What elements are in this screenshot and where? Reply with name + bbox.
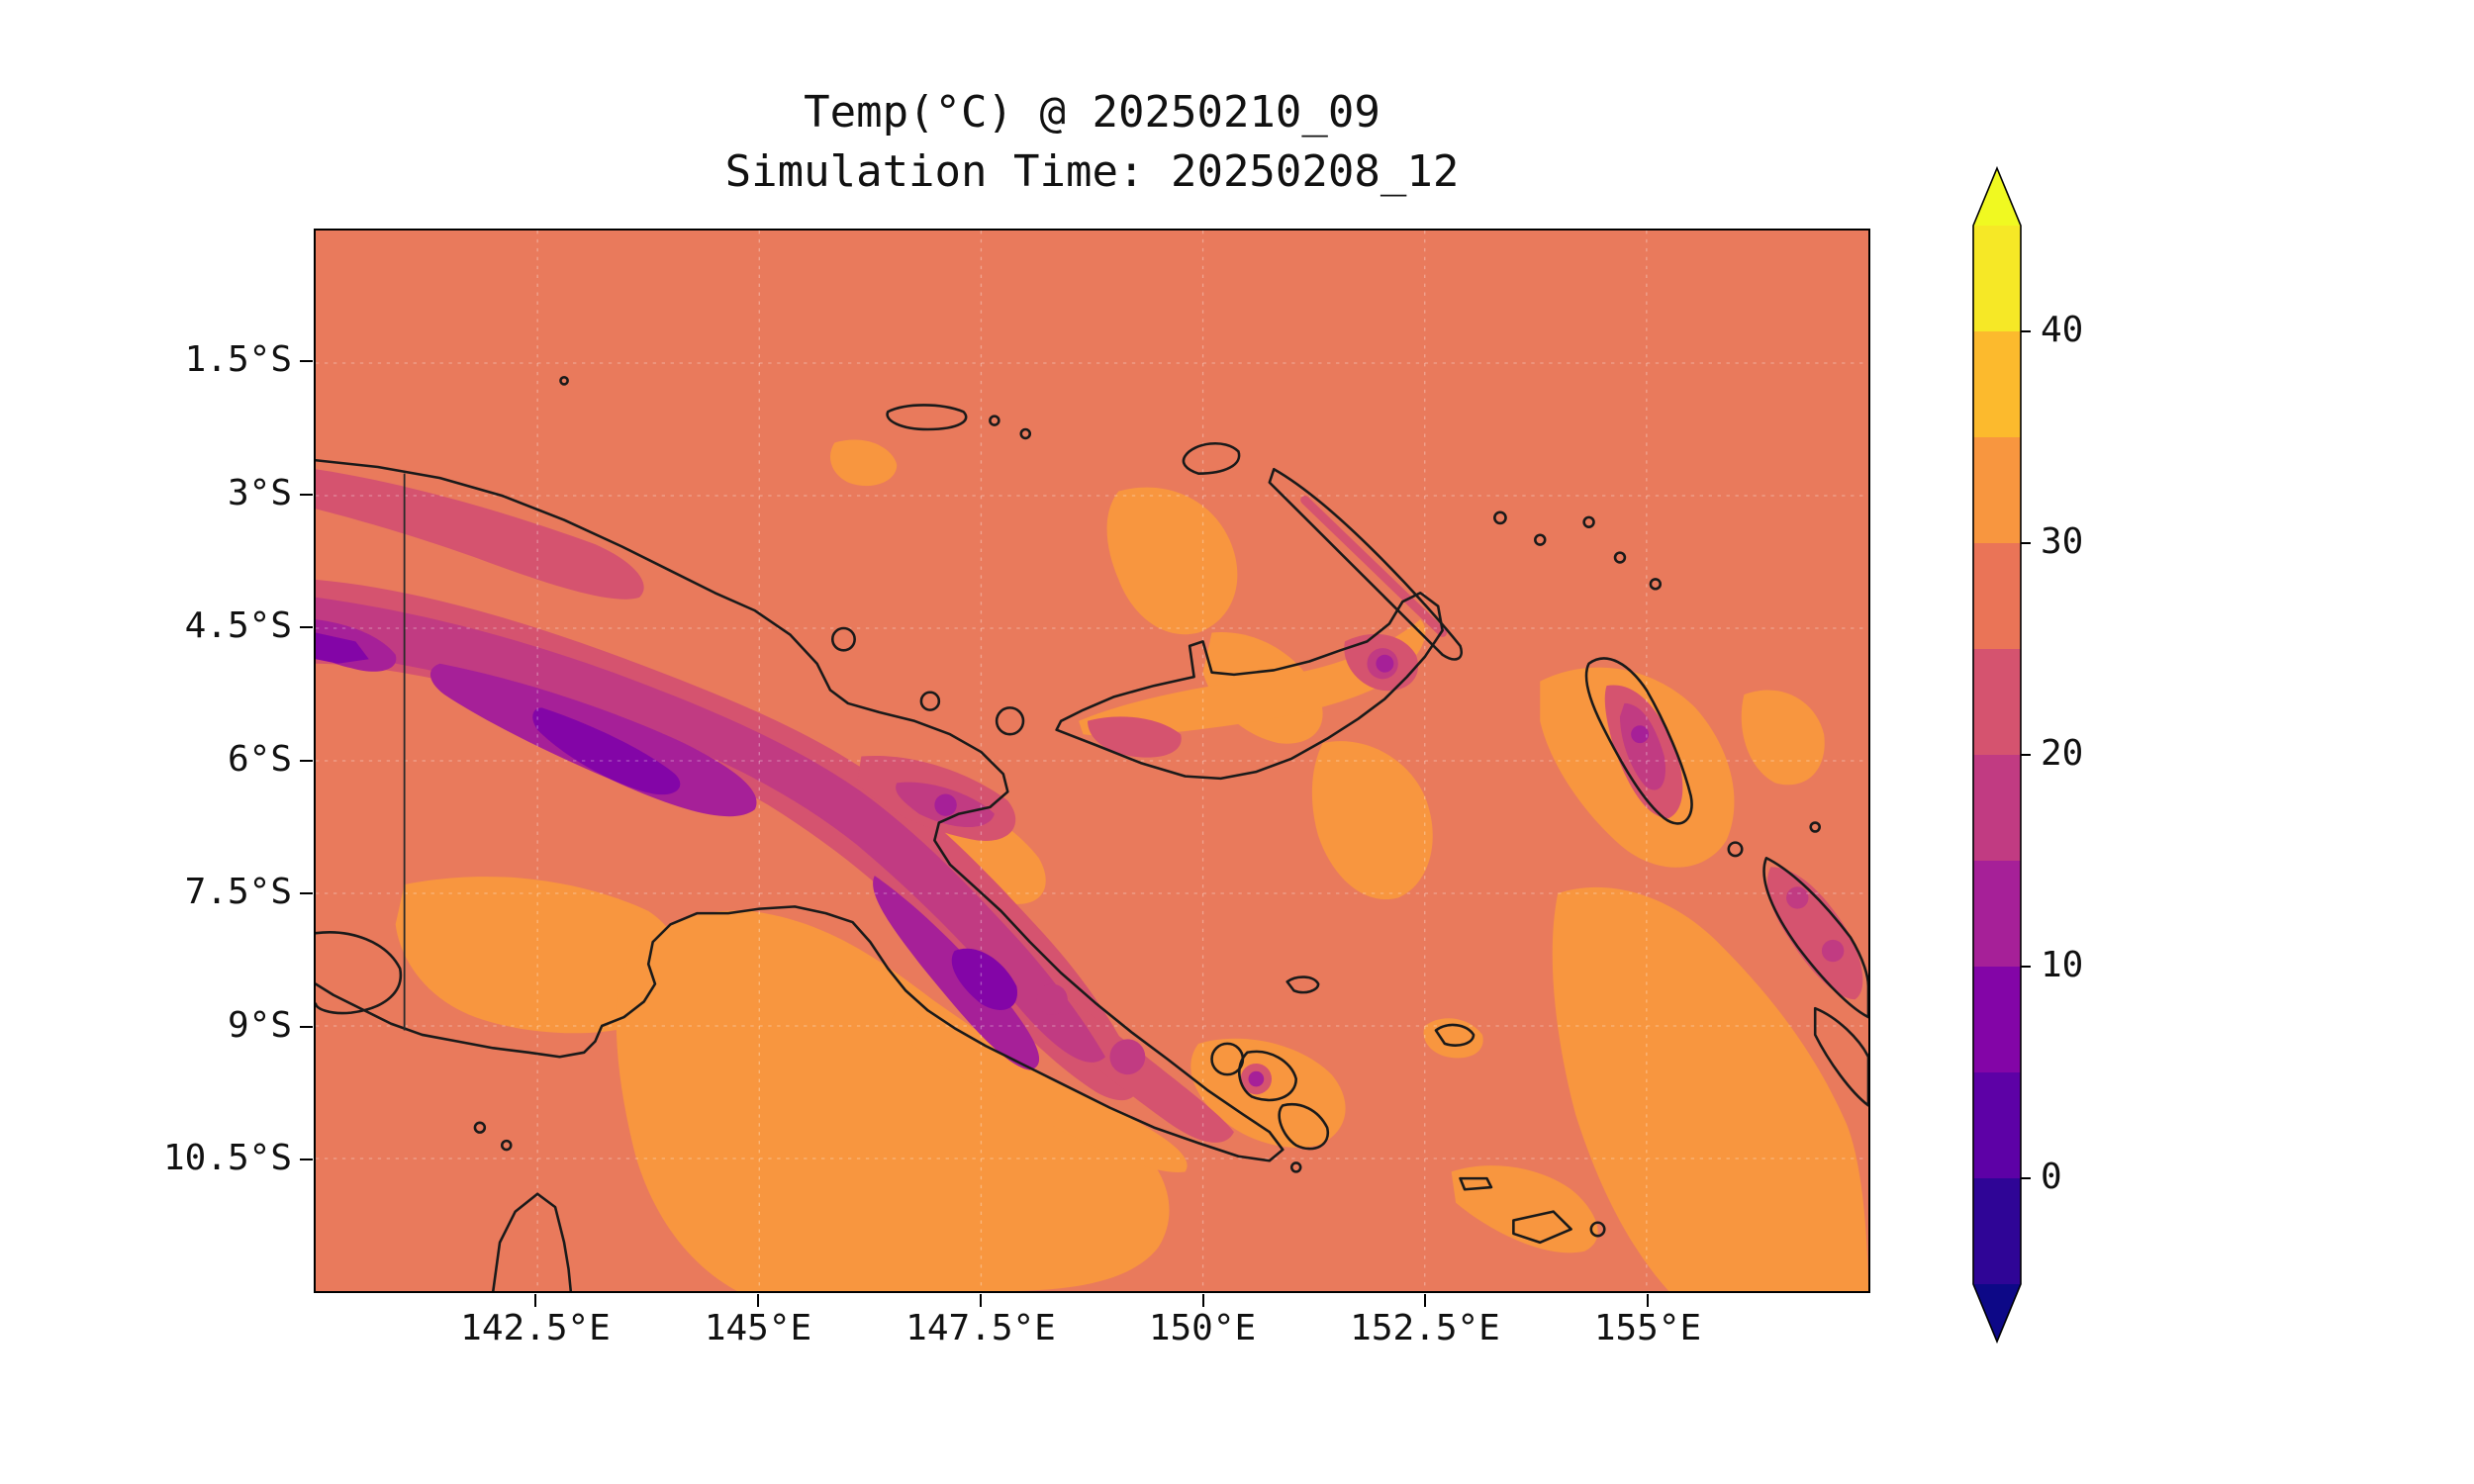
small-island <box>1289 1161 1302 1173</box>
y-axis-tick <box>300 494 313 496</box>
title-line-1: Temp(°C) @ 20250210_09 <box>804 87 1380 138</box>
x-axis-tick <box>980 1294 982 1307</box>
coastline-umboi-island <box>995 706 1025 736</box>
colorbar-extend-under <box>1973 1284 2021 1342</box>
coastline-dolak-island <box>316 931 403 1015</box>
colorbar-extend-over <box>1973 168 2021 226</box>
coastline-layer <box>316 376 1868 1291</box>
colorbar-band-10-15 <box>1973 861 2021 967</box>
y-axis-tick <box>300 1026 313 1028</box>
colorbar-band-25-30 <box>1973 543 2021 649</box>
coastline-new-guinea <box>316 458 1285 1162</box>
x-tick-label: 152.5°E <box>1350 1308 1500 1348</box>
coastline-long-island <box>919 691 941 711</box>
x-tick-label: 142.5°E <box>460 1308 611 1348</box>
x-axis-tick <box>1647 1294 1649 1307</box>
y-tick-label: 1.5°S <box>184 339 292 380</box>
torres-strait-island <box>473 1121 487 1134</box>
colorbar-band-0-5 <box>1973 1072 2021 1178</box>
coastline-new-hanover <box>1182 441 1241 475</box>
colorbar-band-neg5-0 <box>1973 1178 2021 1284</box>
lihir-island <box>1493 510 1507 525</box>
small-island <box>1019 427 1032 440</box>
tabar-island <box>1534 533 1547 546</box>
y-axis-tick <box>300 360 313 362</box>
coastline-manus <box>886 404 968 431</box>
x-axis-tick <box>1202 1294 1204 1307</box>
temperature-colorbar <box>1972 165 2031 1345</box>
x-tick-label: 145°E <box>704 1308 812 1348</box>
y-tick-label: 3°S <box>227 473 292 513</box>
y-tick-label: 6°S <box>227 739 292 780</box>
x-axis-tick <box>757 1294 759 1307</box>
colorbar-tick-label: 0 <box>2041 1157 2062 1197</box>
coastline-woodlark-island <box>1434 1023 1475 1047</box>
coastline-karkar-island <box>830 626 856 652</box>
small-island <box>1809 821 1821 833</box>
small-island <box>989 415 1000 426</box>
x-tick-label: 155°E <box>1593 1308 1702 1348</box>
colorbar-band-5-10 <box>1973 967 2021 1072</box>
small-island <box>1649 578 1663 591</box>
shortland-island <box>1727 841 1744 858</box>
torres-strait-island <box>500 1139 513 1152</box>
y-axis-tick <box>300 760 313 762</box>
colorbar-band-20-25 <box>1973 649 2021 755</box>
title-line-2: Simulation Time: 20250208_12 <box>724 146 1460 197</box>
colorbar-band-35-40 <box>1973 331 2021 437</box>
colorbar-ticks <box>2021 330 2031 1179</box>
x-tick-label: 147.5°E <box>905 1308 1056 1348</box>
highlands-layer <box>316 469 1863 1143</box>
colorbar-tick-label: 20 <box>2041 733 2084 774</box>
x-axis-tick <box>1424 1294 1426 1307</box>
coastline-fergusson-island <box>1238 1050 1298 1102</box>
y-tick-label: 10.5°S <box>162 1138 292 1178</box>
y-axis-tick <box>300 1159 313 1160</box>
coastline-new-britain <box>1055 591 1444 781</box>
coastline-rossel-island <box>1589 1221 1606 1238</box>
y-tick-label: 4.5°S <box>184 605 292 646</box>
coastline-choiseul <box>1762 856 1868 1019</box>
y-axis-tick <box>300 892 313 894</box>
colorbar-band-30-35 <box>1973 437 2021 543</box>
coastline-trobriand-islands <box>1285 975 1320 994</box>
feni-island <box>1613 551 1627 564</box>
coastline-tagula-island <box>1512 1210 1572 1245</box>
y-tick-label: 7.5°S <box>184 872 292 912</box>
warm-patch-layer <box>395 439 1868 1291</box>
coastline-bougainville <box>1584 657 1693 825</box>
coastline-normanby-island <box>1278 1103 1330 1151</box>
x-tick-label: 150°E <box>1148 1308 1257 1348</box>
colorbar-outline <box>1972 165 2022 1345</box>
map-plot-area <box>314 229 1870 1293</box>
small-island <box>559 376 569 386</box>
colorbar-tick-label: 40 <box>2041 310 2084 350</box>
colorbar-band-15-20 <box>1973 755 2021 861</box>
x-axis-tick <box>534 1294 536 1307</box>
coastline-misima-island <box>1459 1176 1493 1191</box>
coastline-cape-york <box>492 1192 573 1291</box>
y-tick-label: 9°S <box>227 1005 292 1046</box>
y-axis-tick <box>300 626 313 628</box>
coastline-santa-isabel <box>1813 1006 1868 1107</box>
coastline-new-ireland <box>1268 467 1463 661</box>
colorbar-tick-label: 10 <box>2041 945 2084 985</box>
tanga-island <box>1582 515 1595 528</box>
colorbar-tick-label: 30 <box>2041 521 2084 562</box>
figure-title: Temp(°C) @ 20250210_09 Simulation Time: … <box>314 83 1870 202</box>
colorbar-band-40-45 <box>1973 226 2021 331</box>
temperature-contour-map <box>316 231 1868 1291</box>
